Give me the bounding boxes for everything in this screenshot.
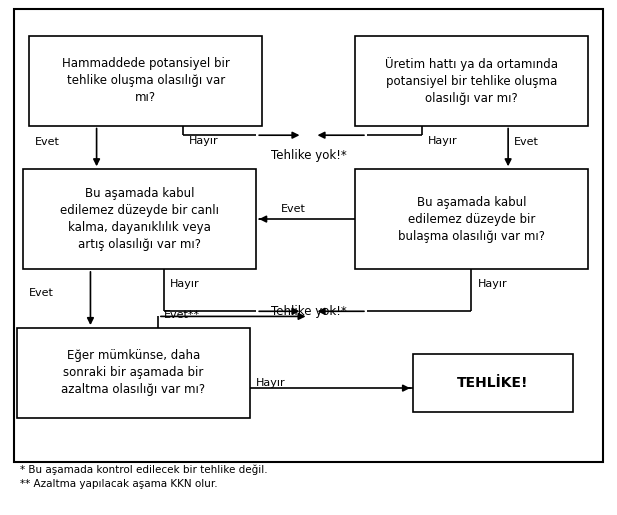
Text: Hayır: Hayır <box>428 136 458 146</box>
Text: Üretim hattı ya da ortamında
potansiyel bir tehlike oluşma
olasılığı var mı?: Üretim hattı ya da ortamında potansiyel … <box>385 57 558 105</box>
Text: Eğer mümkünse, daha
sonraki bir aşamada bir
azaltma olasılığı var mı?: Eğer mümkünse, daha sonraki bir aşamada … <box>61 349 205 396</box>
Bar <box>14 9 603 462</box>
Text: TEHLİKE!: TEHLİKE! <box>457 376 529 390</box>
Text: Hayır: Hayır <box>478 280 507 289</box>
Text: ** Azaltma yapılacak aşama KKN olur.: ** Azaltma yapılacak aşama KKN olur. <box>20 479 217 489</box>
Bar <box>17 328 250 418</box>
Text: Evet**: Evet** <box>164 310 201 320</box>
Text: Bu aşamada kabul
edilemez düzeyde bir canlı
kalma, dayanıklılık veya
artış olası: Bu aşamada kabul edilemez düzeyde bir ca… <box>60 187 219 251</box>
Text: Hayır: Hayır <box>170 280 200 289</box>
Text: * Bu aşamada kontrol edilecek bir tehlike değil.: * Bu aşamada kontrol edilecek bir tehlik… <box>20 465 267 475</box>
Text: Hayır: Hayır <box>189 136 218 146</box>
Text: Evet: Evet <box>35 138 60 147</box>
Bar <box>23 169 256 269</box>
Text: Hayır: Hayır <box>256 378 286 388</box>
Text: Bu aşamada kabul
edilemez düzeyde bir
bulaşma olasılığı var mı?: Bu aşamada kabul edilemez düzeyde bir bu… <box>398 196 545 243</box>
Text: Evet: Evet <box>514 138 539 147</box>
Bar <box>413 353 573 413</box>
Bar <box>355 36 588 126</box>
Text: Evet: Evet <box>281 204 305 214</box>
Text: Hammaddede potansiyel bir
tehlike oluşma olasılığı var
mı?: Hammaddede potansiyel bir tehlike oluşma… <box>62 57 230 104</box>
Bar <box>355 169 588 269</box>
Text: Evet: Evet <box>29 288 54 298</box>
Text: Tehlike yok!*: Tehlike yok!* <box>271 305 346 318</box>
Text: Tehlike yok!*: Tehlike yok!* <box>271 148 346 162</box>
Bar <box>29 36 262 126</box>
